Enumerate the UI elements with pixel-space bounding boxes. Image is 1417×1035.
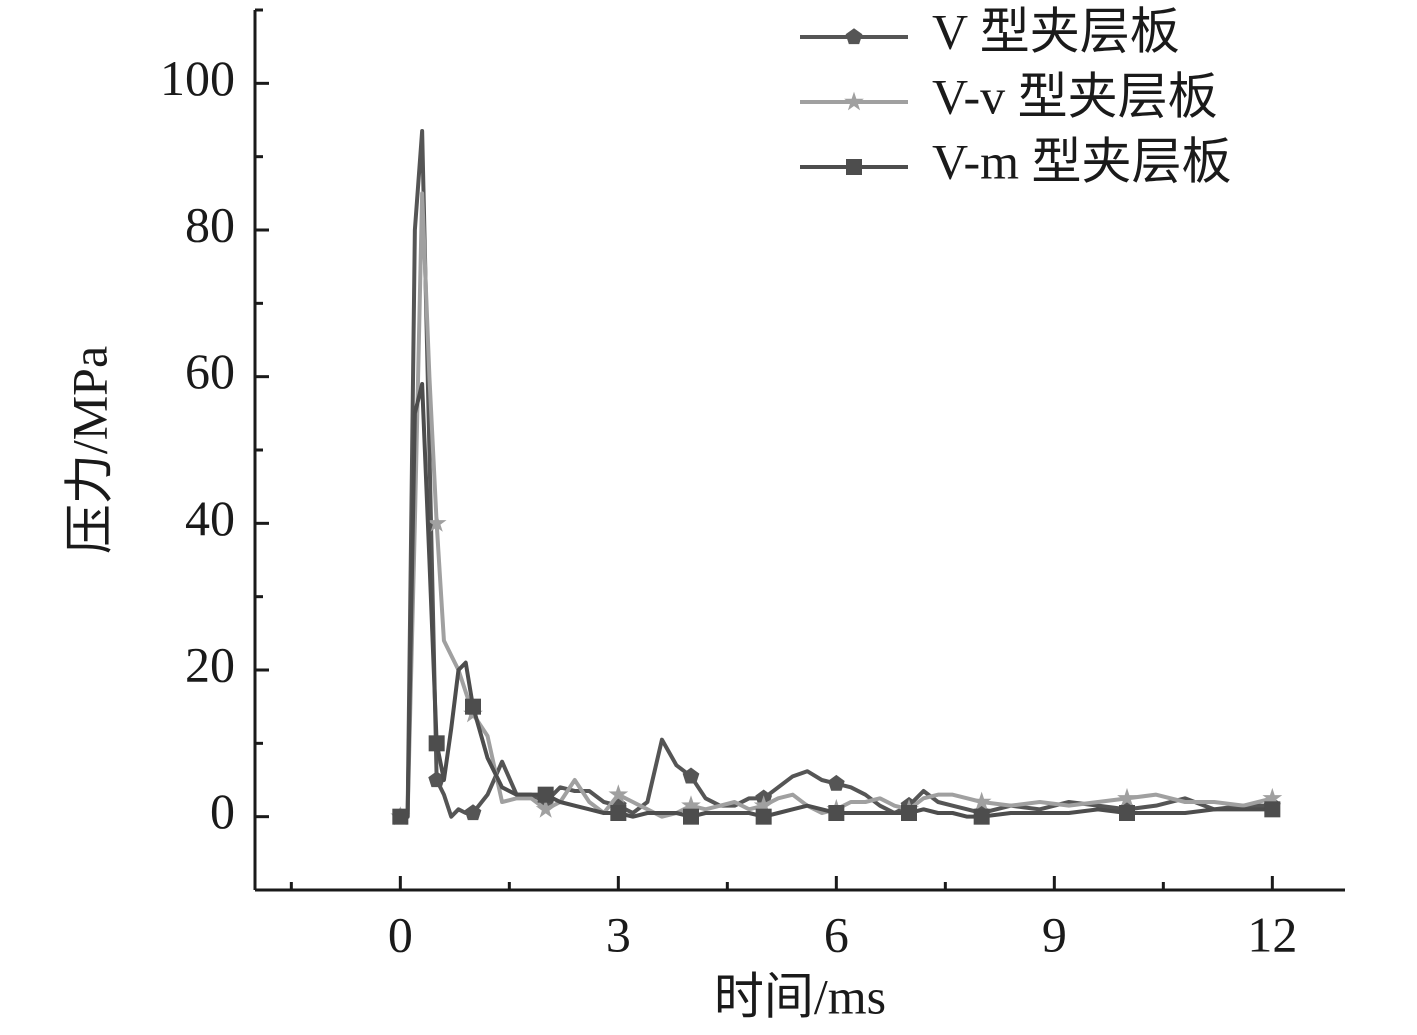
data-point — [1117, 787, 1137, 807]
x-tick-label: 9 — [1042, 906, 1067, 962]
legend-marker — [844, 91, 864, 111]
data-point — [428, 735, 445, 752]
data-point — [827, 774, 845, 791]
y-tick-label: 100 — [160, 50, 235, 106]
x-tick-label: 6 — [824, 906, 849, 962]
x-axis-label: 时间/ms — [714, 968, 886, 1024]
data-point — [901, 805, 917, 821]
legend-label: V 型夹层板 — [932, 3, 1180, 59]
y-tick-label: 60 — [185, 343, 235, 399]
legend-marker — [845, 28, 863, 45]
data-point — [465, 698, 481, 715]
data-point — [828, 805, 845, 821]
data-point — [426, 512, 447, 532]
x-tick-label: 12 — [1247, 906, 1297, 962]
data-point — [392, 808, 409, 825]
x-tick-label: 0 — [388, 906, 413, 962]
y-axis-label: 压力/MPa — [61, 346, 117, 554]
legend-label: V-v 型夹层板 — [932, 68, 1218, 124]
data-point — [610, 805, 627, 821]
data-point — [608, 784, 629, 804]
legend-marker — [846, 159, 862, 175]
data-point — [1119, 805, 1135, 821]
data-point — [755, 808, 772, 825]
x-tick-label: 3 — [606, 906, 631, 962]
y-tick-label: 40 — [185, 490, 235, 546]
data-point — [683, 808, 699, 825]
y-tick-label: 20 — [185, 636, 235, 692]
data-point — [971, 791, 992, 811]
data-point — [464, 804, 482, 821]
data-point — [1262, 787, 1283, 807]
data-point — [973, 808, 990, 825]
data-point — [681, 795, 701, 815]
data-point — [753, 795, 774, 815]
series-line — [400, 382, 1273, 819]
data-point — [537, 786, 554, 803]
data-point — [428, 771, 446, 788]
series-line — [400, 191, 1273, 819]
y-tick-label: 80 — [185, 196, 235, 252]
data-point — [682, 767, 700, 784]
data-point — [1264, 801, 1281, 818]
y-tick-label: 0 — [210, 783, 235, 839]
legend-label: V-m 型夹层板 — [932, 133, 1232, 189]
series-line — [400, 129, 1273, 819]
data-point — [535, 798, 556, 818]
